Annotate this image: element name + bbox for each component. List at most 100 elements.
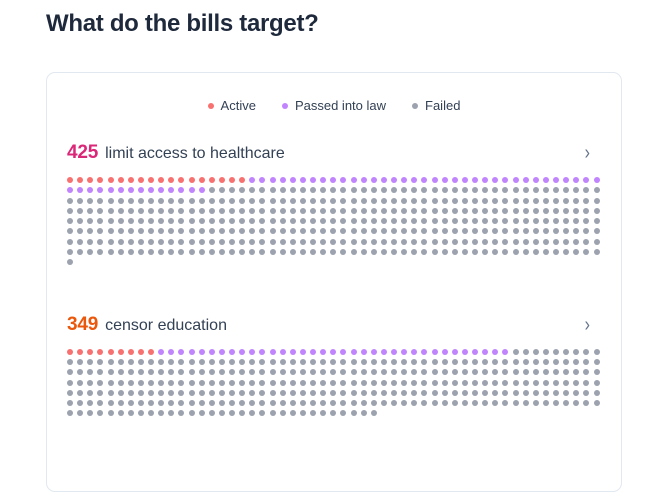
dot-passed-into-law — [269, 348, 276, 355]
dot-failed — [289, 400, 296, 407]
dot-failed — [553, 379, 559, 386]
dot-failed — [573, 400, 580, 407]
dot-passed-into-law — [451, 177, 458, 183]
dot-failed — [127, 207, 134, 214]
page-title: What do the bills target? — [46, 10, 319, 37]
dot-passed-into-law — [289, 177, 296, 183]
dot-failed — [310, 389, 316, 396]
dot-failed — [259, 197, 266, 204]
dot-failed — [522, 228, 529, 235]
dot-failed — [360, 389, 367, 396]
dot-passed-into-law — [441, 348, 448, 355]
dot-failed — [239, 400, 246, 407]
dot-failed — [431, 249, 438, 256]
dot-failed — [482, 218, 489, 225]
dot-failed — [482, 238, 489, 245]
dot-failed — [218, 389, 225, 396]
dot-failed — [299, 207, 306, 214]
dot-active — [198, 177, 205, 183]
dot-failed — [208, 238, 215, 245]
dot-failed — [401, 207, 408, 214]
dot-passed-into-law — [178, 348, 185, 355]
dot-failed — [461, 358, 468, 365]
dot-failed — [583, 348, 590, 355]
section-education: 349 censor education › — [67, 314, 601, 421]
dot-failed — [350, 400, 357, 407]
dot-failed — [158, 249, 165, 256]
dot-failed — [299, 238, 306, 245]
dot-failed — [208, 400, 215, 407]
dot-failed — [249, 358, 256, 365]
dot-failed — [502, 379, 509, 386]
dot-failed — [360, 410, 367, 417]
dot-failed — [391, 358, 397, 365]
dot-passed-into-law — [370, 177, 377, 183]
dot-failed — [218, 358, 225, 365]
dot-failed — [259, 249, 266, 256]
dot-failed — [350, 187, 357, 194]
legend-label-passed: Passed into law — [294, 98, 387, 113]
dot-failed — [299, 369, 306, 376]
dot-failed — [441, 228, 448, 235]
dot-failed — [218, 218, 225, 225]
dot-failed — [522, 249, 529, 256]
legend-label-failed: Failed — [425, 98, 461, 113]
dot-failed — [107, 228, 114, 235]
dot-failed — [482, 400, 489, 407]
dot-failed — [360, 187, 367, 194]
dot-failed — [77, 249, 84, 256]
chevron-right-icon[interactable]: › — [584, 313, 591, 336]
dot-failed — [330, 218, 337, 225]
dot-failed — [148, 369, 154, 376]
dot-failed — [360, 238, 367, 245]
dot-passed-into-law — [279, 177, 286, 183]
dot-failed — [391, 218, 397, 225]
dot-failed — [340, 228, 347, 235]
dot-failed — [77, 218, 84, 225]
dot-failed — [461, 197, 468, 204]
dot-failed — [553, 238, 559, 245]
dot-passed-into-law — [310, 177, 316, 183]
dot-failed — [461, 218, 468, 225]
dot-failed — [441, 400, 448, 407]
dot-failed — [137, 197, 144, 204]
dot-failed — [593, 400, 600, 407]
dot-failed — [259, 238, 266, 245]
dot-failed — [461, 400, 468, 407]
dot-failed — [279, 379, 286, 386]
dot-passed-into-law — [299, 348, 306, 355]
dot-failed — [542, 369, 549, 376]
dot-failed — [208, 197, 215, 204]
dot-failed — [269, 187, 276, 194]
dot-failed — [188, 207, 195, 214]
dot-failed — [87, 218, 94, 225]
dot-failed — [391, 379, 397, 386]
dot-failed — [77, 389, 84, 396]
dot-failed — [87, 228, 94, 235]
dot-passed-into-law — [492, 177, 499, 183]
dot-failed — [411, 369, 418, 376]
dot-failed — [269, 228, 276, 235]
dot-failed — [320, 358, 327, 365]
dot-failed — [472, 379, 478, 386]
dot-active — [148, 348, 154, 355]
dot-failed — [532, 379, 539, 386]
dot-failed — [279, 228, 286, 235]
dot-failed — [117, 379, 124, 386]
dot-failed — [198, 249, 205, 256]
dot-failed — [107, 218, 114, 225]
dot-active — [127, 348, 134, 355]
dot-failed — [512, 187, 519, 194]
chevron-right-icon[interactable]: › — [584, 142, 591, 164]
dot-active — [117, 348, 124, 355]
dot-failed — [583, 389, 590, 396]
dot-failed — [67, 410, 73, 417]
section-header-healthcare[interactable]: 425 limit access to healthcare › — [67, 142, 601, 164]
section-header-education[interactable]: 349 censor education › — [67, 314, 601, 336]
dot-failed — [107, 389, 114, 396]
dot-passed-into-law — [421, 177, 428, 183]
dot-failed — [269, 207, 276, 214]
dot-failed — [482, 187, 489, 194]
dot-failed — [330, 389, 337, 396]
dot-failed — [97, 218, 104, 225]
